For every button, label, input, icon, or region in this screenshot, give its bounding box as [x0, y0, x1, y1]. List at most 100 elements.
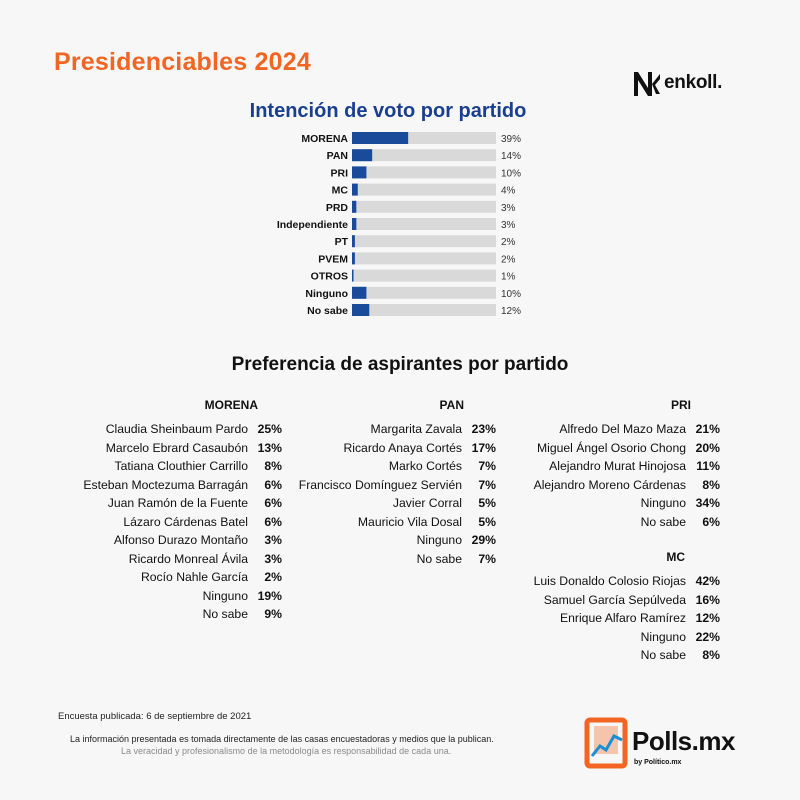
aspirant-name: Ninguno: [640, 629, 686, 644]
aspirant-row: No sabe 9%: [40, 605, 282, 624]
enkoll-logo-text: enkoll.: [664, 72, 723, 93]
aspirant-name: Ricardo Anaya Cortés: [343, 440, 462, 455]
aspirant-percentage: 8%: [264, 459, 282, 474]
polls-chart-icon: [584, 717, 628, 769]
source-disclaimer: La información presentada es tomada dire…: [70, 734, 494, 744]
aspirant-row: Margarita Zavala 23%: [250, 420, 496, 439]
aspirant-percentage: 3%: [264, 551, 282, 566]
aspirant-row: Ninguno 22%: [470, 628, 720, 647]
chart-title-text: Intención de voto por partido: [249, 100, 527, 122]
aspirant-name: Alejandro Moreno Cárdenas: [533, 477, 686, 492]
aspirants-section-title: Preferencia de aspirantes por partido: [231, 354, 569, 375]
aspirant-name: Ninguno: [640, 496, 686, 511]
aspirant-row: Miguel Ángel Osorio Chong 20%: [470, 439, 720, 458]
methodology-disclaimer: La veracidad y profesionalismo de la met…: [121, 746, 452, 756]
bar-track: [352, 304, 496, 316]
pan-aspirants-list: Margarita Zavala 23% Ricardo Anaya Cortés 1…: [250, 420, 496, 568]
aspirant-name: No sabe: [416, 551, 462, 566]
aspirant-name: No sabe: [202, 607, 248, 622]
morena-column-header: MORENA: [204, 398, 258, 412]
aspirant-row: Mauricio Vila Dosal 5%: [250, 513, 496, 532]
aspirant-row: Ricardo Monreal Ávila 3%: [40, 550, 282, 569]
aspirant-name: No sabe: [640, 514, 686, 529]
aspirant-name: Tatiana Clouthier Carrillo: [114, 459, 248, 474]
morena-aspirants-list: Claudia Sheinbaum Pardo 25% Marcelo Ebrard…: [40, 420, 282, 624]
aspirant-row: Alejandro Moreno Cárdenas 8%: [470, 476, 720, 495]
bar-value-label: 1%: [501, 272, 516, 283]
bar-value-label: 2%: [501, 254, 516, 265]
pan-aspirants-column: PAN Margarita Zavala 23% Ricardo Anaya Cor…: [250, 398, 496, 568]
aspirant-row: Marko Cortés 7%: [250, 457, 496, 476]
bar-value-label: 39%: [501, 134, 521, 145]
aspirant-percentage: 7%: [478, 477, 496, 492]
aspirant-row: No sabe 7%: [250, 550, 496, 569]
aspirant-row: Alfredo Del Mazo Maza 21%: [470, 420, 720, 439]
bar-category-label: PAN: [327, 150, 348, 162]
aspirant-percentage: 19%: [257, 588, 282, 603]
aspirant-row: Juan Ramón de la Fuente 6%: [40, 494, 282, 513]
aspirant-percentage: 11%: [696, 459, 720, 474]
aspirant-percentage: 21%: [695, 422, 720, 437]
aspirant-name: Luis Donaldo Colosio Riojas: [533, 574, 686, 589]
bar-value-label: 4%: [501, 186, 516, 197]
polls-brand-byline: by Político.mx: [634, 759, 682, 766]
aspirant-percentage: 6%: [264, 477, 282, 492]
bar-track: [352, 200, 496, 213]
aspirant-row: Lázaro Cárdenas Batel 6%: [40, 513, 282, 532]
aspirant-name: Marcelo Ebrard Casaubón: [105, 440, 248, 455]
bar-morena: [352, 132, 409, 144]
aspirant-percentage: 8%: [702, 477, 720, 492]
bar-value-label: 12%: [501, 306, 521, 317]
bar-track: [352, 235, 496, 248]
aspirant-percentage: 22%: [695, 629, 720, 644]
aspirant-percentage: 34%: [695, 496, 720, 511]
aspirant-row: Francisco Domínguez Servién 7%: [250, 476, 496, 495]
bar-independiente: [352, 218, 357, 230]
aspirant-percentage: 7%: [478, 551, 496, 566]
aspirant-name: Ricardo Monreal Ávila: [128, 551, 248, 566]
aspirant-percentage: 8%: [702, 648, 720, 663]
bar-pt: [352, 235, 355, 248]
pan-column-header: PAN: [439, 398, 464, 412]
bar-ninguno: [352, 286, 367, 299]
aspirant-name: Javier Corral: [392, 496, 462, 511]
aspirant-percentage: 12%: [695, 611, 720, 626]
bar-category-label: Independiente: [277, 219, 348, 231]
aspirant-percentage: 16%: [695, 592, 720, 607]
aspirant-row: Samuel García Sepúlveda 16%: [470, 591, 720, 610]
bar-value-label: 10%: [501, 168, 521, 179]
bar-value-label: 2%: [501, 237, 516, 248]
aspirant-row: Luis Donaldo Colosio Riojas 42%: [470, 572, 720, 591]
morena-aspirants-column: MORENA Claudia Sheinbaum Pardo 25% Marcelo…: [40, 398, 282, 624]
bar-track: [352, 183, 496, 196]
bar-category-label: MORENA: [301, 133, 348, 145]
pri-aspirants-column: PRI Alfredo Del Mazo Maza 21% Miguel Ángel…: [470, 398, 720, 531]
aspirant-row: Claudia Sheinbaum Pardo 25%: [40, 420, 282, 439]
bar-pan: [352, 149, 373, 162]
aspirant-row: Javier Corral 5%: [250, 494, 496, 513]
bar-value-label: 14%: [501, 151, 521, 162]
bar-track: [352, 252, 496, 265]
polls-mx-logo: Polls.mx by Político.mx: [584, 716, 764, 772]
aspirant-percentage: 7%: [478, 459, 496, 474]
aspirant-row: Ninguno 34%: [470, 494, 720, 513]
chart-title: Intención de voto por partido: [0, 100, 776, 123]
bar-category-label: PRI: [330, 167, 348, 179]
party-bar-chart: MORENA 39% PAN 14% PRI 10% MC 4% PRD 3% Independie…: [277, 132, 521, 317]
bar-value-label: 3%: [501, 203, 516, 214]
bar-mc: [352, 183, 358, 196]
aspirant-name: Juan Ramón de la Fuente: [107, 496, 248, 511]
bar-category-label: OTROS: [311, 271, 348, 283]
bar-category-label: Ninguno: [305, 288, 348, 300]
enkoll-logo: enkoll.: [632, 66, 722, 100]
aspirant-row: Ninguno 19%: [40, 587, 282, 606]
aspirant-name: Alejandro Murat Hinojosa: [549, 459, 686, 474]
pri-aspirants-list: Alfredo Del Mazo Maza 21% Miguel Ángel Oso…: [470, 420, 720, 531]
aspirant-name: Samuel García Sepúlveda: [543, 592, 686, 607]
aspirant-name: Mauricio Vila Dosal: [357, 514, 462, 529]
page-title: Presidenciables 2024: [54, 48, 311, 76]
bar-no-sabe: [352, 304, 370, 316]
aspirant-row: Ricardo Anaya Cortés 17%: [250, 439, 496, 458]
bar-otros: [352, 269, 354, 282]
aspirant-percentage: 29%: [471, 533, 496, 548]
